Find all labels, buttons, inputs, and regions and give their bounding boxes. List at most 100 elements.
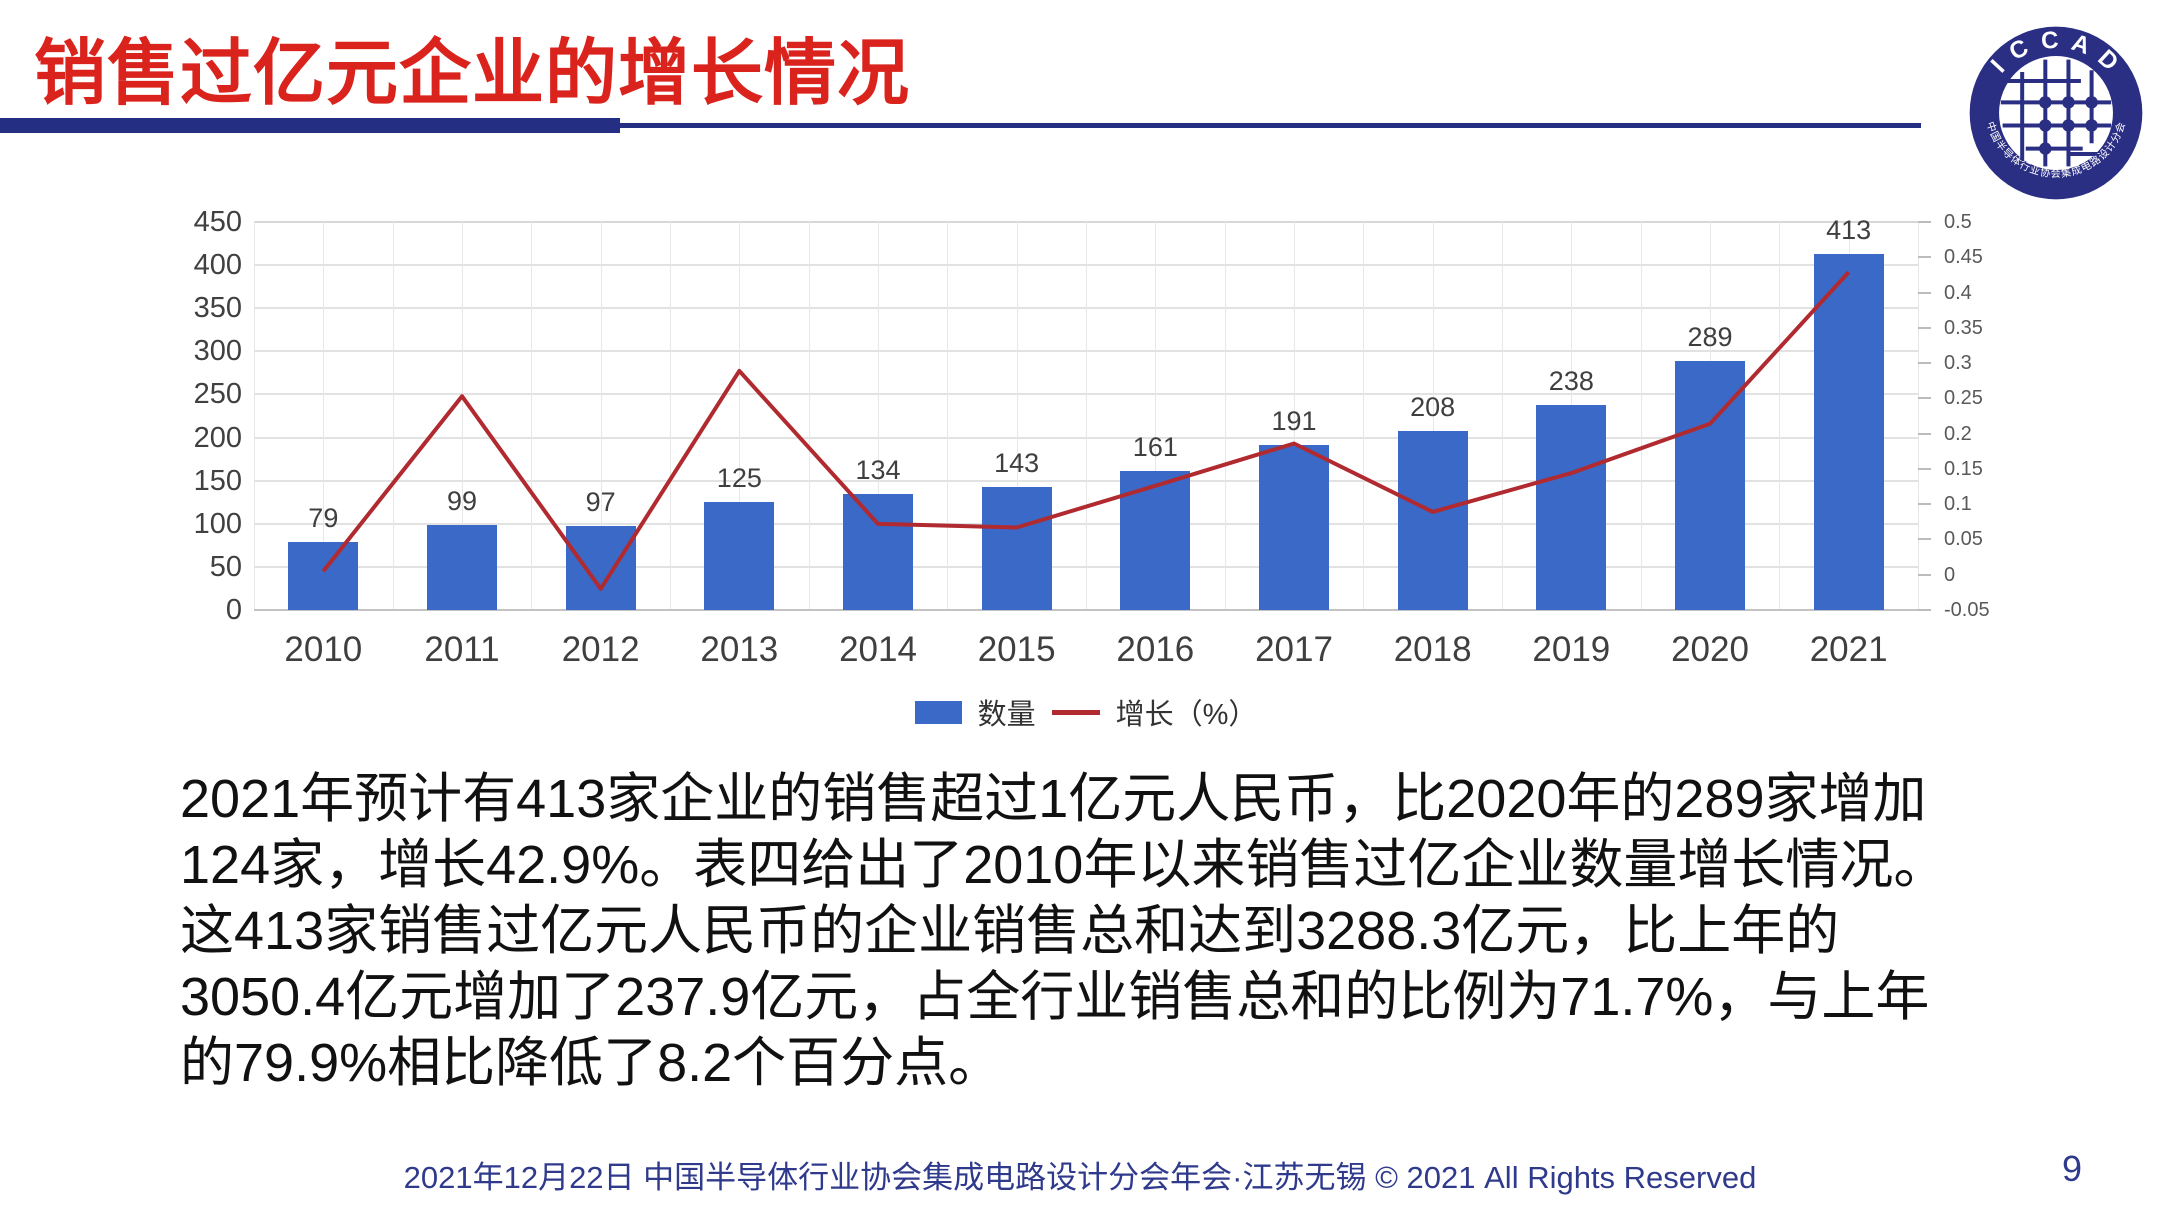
gridline-vertical (531, 222, 533, 610)
gridline-vertical (808, 222, 810, 610)
title-underline-thick (0, 118, 620, 133)
title-underline-thin (620, 123, 1921, 128)
body-text-line: 的79.9%相比降低了8.2个百分点。 (180, 1033, 1003, 1093)
right-axis-tick-label: 0.45 (1944, 246, 1983, 269)
bar-value-label: 191 (1271, 406, 1317, 437)
x-axis-category-label: 2018 (1393, 630, 1472, 669)
bar-value-label: 238 (1548, 365, 1594, 396)
chart-legend: 数量 增长（%） (254, 690, 1918, 734)
bar-2013 (704, 502, 775, 610)
bar-value-label: 97 (585, 487, 616, 518)
x-axis-category-label: 2010 (284, 630, 363, 669)
right-axis-tick (1918, 221, 1931, 223)
bar-2021 (1813, 253, 1884, 610)
iccad-logo: I C C A D 中国半导体行业协会集成电路设计分会 (1969, 27, 2143, 200)
gridline-vertical (1918, 222, 1919, 610)
left-axis-tick-label: 300 (193, 335, 242, 368)
x-axis-category-label: 2015 (977, 630, 1056, 669)
bar-value-label: 79 (308, 502, 339, 533)
bar-value-label: 208 (1410, 391, 1456, 422)
right-axis-tick-label: 0.25 (1944, 387, 1983, 410)
logo-inner-circle (1999, 56, 2113, 170)
bar-value-label: 289 (1687, 321, 1733, 352)
gridline-vertical (600, 222, 602, 610)
gridline-vertical (1224, 222, 1226, 610)
logo-circuit-dots (2039, 96, 2098, 155)
x-axis-category-label: 2012 (561, 630, 640, 669)
gridline-vertical (1016, 222, 1018, 610)
left-axis-tick-label: 250 (193, 378, 242, 411)
x-axis-category-label: 2017 (1255, 630, 1333, 669)
x-axis-category-label: 2014 (839, 630, 917, 669)
body-paragraph: 2021年预计有413家企业的销售超过1亿元人民币，比2020年的289家增加 1… (180, 766, 1947, 1096)
right-axis-tick-label: 0.2 (1944, 422, 1972, 445)
right-axis-tick-label: 0.05 (1944, 528, 1983, 551)
right-axis-tick-label: 0.1 (1944, 493, 1972, 516)
right-axis-tick-label: 0.4 (1944, 281, 1972, 304)
right-axis-tick (1918, 432, 1931, 435)
left-axis-tick-label: 50 (209, 550, 242, 583)
right-axis-tick-label: 0.3 (1944, 352, 1972, 375)
right-axis-tick (1918, 503, 1931, 506)
right-axis-tick (1918, 467, 1931, 470)
left-axis-tick-label: 450 (193, 206, 242, 238)
right-axis-tick (1918, 397, 1931, 400)
gridline-vertical (1779, 222, 1781, 610)
right-axis-tick-label: 0.35 (1944, 316, 1983, 339)
bar-2017 (1259, 445, 1329, 610)
left-axis-tick-label: 350 (193, 292, 242, 325)
gridline-vertical (739, 222, 741, 610)
bar-2014 (843, 494, 913, 610)
body-text-line: 124家，增长42.9%。表四给出了2010年以来销售过亿企业数量增长情况。 (180, 835, 1948, 895)
right-axis-tick (1918, 326, 1931, 329)
gridline-vertical (1640, 222, 1642, 610)
bar-value-label: 413 (1826, 214, 1872, 245)
left-axis-tick-label: 150 (193, 464, 242, 497)
right-axis-tick-label: 0 (1944, 563, 1956, 586)
growth-line (321, 270, 1851, 591)
x-axis-category-label: 2016 (1116, 630, 1195, 669)
bar-value-label: 134 (855, 455, 901, 486)
legend-line-swatch (1051, 709, 1100, 715)
gridline-vertical (462, 222, 463, 610)
bar-value-label: 99 (446, 485, 478, 516)
bar-2018 (1397, 430, 1468, 610)
left-axis-tick-label: 400 (193, 249, 242, 282)
body-text-line: 3050.4亿元增加了237.9亿元，占全行业销售总和的比例为71.7%，与上年 (180, 967, 1930, 1027)
chart-plot-area: 79 99 97 125 134 143 161 191 208 238 289 413 (254, 215, 1919, 611)
body-text-line: 2021年预计有413家企业的销售超过1亿元人民币，比2020年的289家增加 (180, 769, 1927, 829)
gridline-vertical (878, 222, 879, 610)
left-axis-tick-label: 100 (193, 507, 242, 540)
gridline-vertical (1432, 222, 1434, 610)
x-axis-category-label: 2013 (700, 630, 779, 669)
right-axis-tick (1918, 256, 1931, 259)
left-axis-tick-label: 200 (193, 421, 242, 454)
right-axis-tick (1918, 362, 1931, 365)
bar-2015 (981, 486, 1052, 610)
legend-line-label: 增长（%） (1115, 699, 1258, 731)
gridline-vertical (1363, 222, 1365, 610)
bar-2011 (427, 524, 497, 610)
right-axis-tick (1918, 609, 1931, 611)
gridline-vertical (392, 222, 394, 610)
gridline-vertical (1086, 222, 1087, 610)
x-axis-category-label: 2020 (1671, 630, 1749, 669)
right-axis-tick-label: 0.15 (1944, 457, 1983, 480)
bar-value-label: 125 (716, 463, 762, 494)
left-axis-tick-label: 0 (225, 594, 242, 626)
right-axis-tick (1918, 291, 1931, 294)
gridline-vertical (1155, 222, 1157, 610)
gridline-vertical (1502, 222, 1503, 610)
gridline-vertical (670, 222, 671, 610)
bar-value-label: 143 (994, 447, 1040, 478)
right-axis-tick (1918, 573, 1931, 576)
gridline-vertical (1294, 222, 1295, 610)
legend-bar-swatch (914, 700, 962, 724)
gridline-vertical (323, 222, 325, 610)
bar-2019 (1536, 404, 1607, 610)
right-axis-tick (1918, 538, 1931, 541)
bar-2012 (565, 526, 636, 610)
x-axis-category-label: 2021 (1809, 630, 1888, 669)
body-text-line: 这413家销售过亿元人民币的企业销售总和达到3288.3亿元，比上年的 (180, 901, 1840, 961)
x-axis-category-label: 2019 (1532, 630, 1611, 669)
